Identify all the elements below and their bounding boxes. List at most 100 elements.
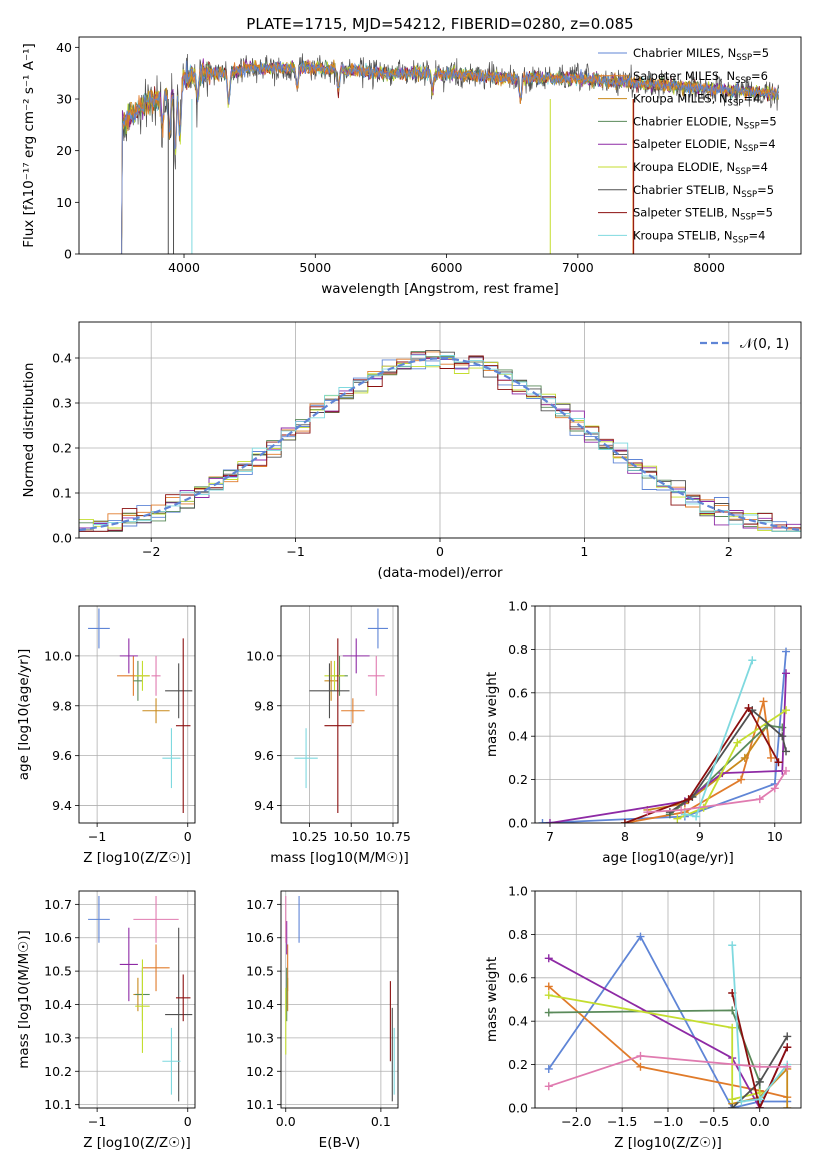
- legend-count: =4: [759, 137, 776, 151]
- x-tick-label: 10.25: [292, 829, 328, 844]
- data-point: [782, 747, 791, 756]
- legend-count: =4: [743, 92, 760, 106]
- x-tick-label: 2: [725, 544, 733, 559]
- y-tick-label: 40: [56, 40, 72, 55]
- data-point: [544, 954, 553, 963]
- legend-sub: SSP: [736, 53, 752, 63]
- y-tick-label: 0.4: [508, 1014, 528, 1029]
- series-line: [624, 701, 772, 823]
- data-point: [544, 982, 553, 991]
- data-point: [782, 706, 791, 715]
- y-tick-label: 10.4: [246, 997, 274, 1012]
- legend-model: Chabrier STELIB, N: [633, 183, 741, 197]
- data-point: [783, 1104, 792, 1108]
- data-point: [782, 669, 791, 678]
- data-point: [733, 738, 742, 747]
- axes-frame: [78, 36, 802, 255]
- y-tick-label: 9.8: [52, 698, 72, 713]
- x-axis-label: age [log10(age/yr)]: [602, 850, 734, 866]
- x-tick-label: 10.50: [333, 829, 369, 844]
- y-tick-label: 10: [56, 195, 72, 210]
- x-tick-label: 8: [621, 829, 629, 844]
- y-tick-label: 10.3: [246, 1030, 274, 1045]
- data-point: [544, 991, 553, 1000]
- series-line: [542, 651, 787, 823]
- mass-vs-z-plot-area: [79, 891, 195, 1108]
- y-tick-label: 10.2: [44, 1064, 72, 1079]
- series-line: [548, 985, 788, 1099]
- y-tick-label: 0.4: [508, 729, 528, 744]
- y-tick-label: 9.4: [52, 798, 72, 813]
- x-tick-label: 0.0: [750, 1114, 770, 1129]
- y-tick-label: 10.6: [44, 930, 72, 945]
- y-tick-label: 0.3: [52, 396, 72, 411]
- axes-frame: [78, 890, 196, 1109]
- legend-model: Salpeter STELIB, N: [633, 206, 740, 220]
- age-vs-mass-plot-area: [281, 606, 398, 823]
- y-tick-label: 9.8: [254, 698, 274, 713]
- legend-label: 𝒩(0, 1): [740, 336, 789, 352]
- legend-sub: SSP: [735, 167, 751, 177]
- legend-label: Salpeter STELIB, NSSP=5: [633, 206, 773, 223]
- y-tick-label: 0.1: [52, 486, 72, 501]
- data-point: [544, 1008, 553, 1017]
- x-axis-label: (data-model)/error: [377, 565, 503, 581]
- legend-label: Salpeter MILES, NSSP=6: [633, 69, 768, 86]
- y-tick-label: 0.8: [508, 642, 528, 657]
- residual-hist-panel: −2 −1 0 1 2 0.0 0.1 0.2 0.3 0.4 (data-model)/error…: [21, 321, 802, 581]
- y-tick-label: 1.0: [508, 599, 528, 614]
- y-tick-label: 0.0: [52, 531, 72, 546]
- y-tick-label: 0.0: [508, 816, 528, 831]
- legend-sub: SSP: [728, 99, 744, 109]
- mass-vs-z-panel: −1 0 10.1 10.2 10.3 10.4 10.5 10.6 10.7 Z [log10(…: [16, 890, 196, 1151]
- weight-vs-age-plot-area: [535, 606, 801, 823]
- y-tick-label: 30: [56, 92, 72, 107]
- data-point: [755, 795, 764, 804]
- legend-sub: SSP: [741, 190, 757, 200]
- spectrum-panel: 4000 5000 6000 7000 8000 0 10 20 30 40 wavelength …: [21, 15, 802, 297]
- data-point: [778, 732, 787, 741]
- series-line: [624, 706, 780, 823]
- chart-title: PLATE=1715, MJD=54212, FIBERID=0280, z=0…: [246, 15, 633, 33]
- data-point: [643, 808, 652, 817]
- x-tick-label: 8000: [693, 260, 725, 275]
- x-tick-label: 0: [184, 1114, 192, 1129]
- data-point: [755, 1104, 764, 1108]
- x-tick-label: 0.0: [276, 1114, 296, 1129]
- data-point: [737, 1097, 746, 1106]
- x-axis-label: Z [log10(Z/Z☉)]: [83, 1135, 191, 1151]
- legend-count: =4: [751, 160, 768, 174]
- normal-curve: [79, 357, 801, 532]
- data-point: [544, 1082, 553, 1091]
- legend-label: Chabrier STELIB, NSSP=5: [633, 183, 774, 200]
- data-point: [728, 1104, 737, 1108]
- y-axis-label: mass weight: [484, 672, 500, 757]
- data-point: [774, 758, 783, 767]
- y-tick-label: 1.0: [508, 884, 528, 899]
- y-tick-label: 0.6: [508, 970, 528, 985]
- y-tick-label: 10.5: [44, 964, 72, 979]
- x-axis-label: Z [log10(Z/Z☉)]: [614, 1135, 722, 1151]
- legend-sub: SSP: [743, 144, 759, 154]
- y-tick-label: 10.0: [44, 648, 72, 663]
- legend-count: =6: [751, 69, 768, 83]
- legend-count: =5: [756, 206, 773, 220]
- x-tick-label: 0: [184, 829, 192, 844]
- y-tick-label: 10.4: [44, 997, 72, 1012]
- x-tick-label: −1: [286, 544, 304, 559]
- y-tick-label: 9.6: [254, 748, 274, 763]
- data-point: [755, 1095, 764, 1104]
- data-point: [755, 1077, 764, 1086]
- legend-model: Kroupa MILES, N: [633, 92, 728, 106]
- x-tick-label: 10: [767, 829, 783, 844]
- axes-frame: [280, 890, 399, 1109]
- x-tick-label: 0.1: [371, 1114, 391, 1129]
- y-tick-label: 0.0: [508, 1101, 528, 1116]
- y-tick-label: 0.2: [52, 441, 72, 456]
- x-tick-label: −0.5: [699, 1114, 729, 1129]
- data-point: [545, 819, 554, 823]
- data-point: [755, 1062, 764, 1071]
- y-tick-label: 0.8: [508, 927, 528, 942]
- data-point: [636, 1051, 645, 1060]
